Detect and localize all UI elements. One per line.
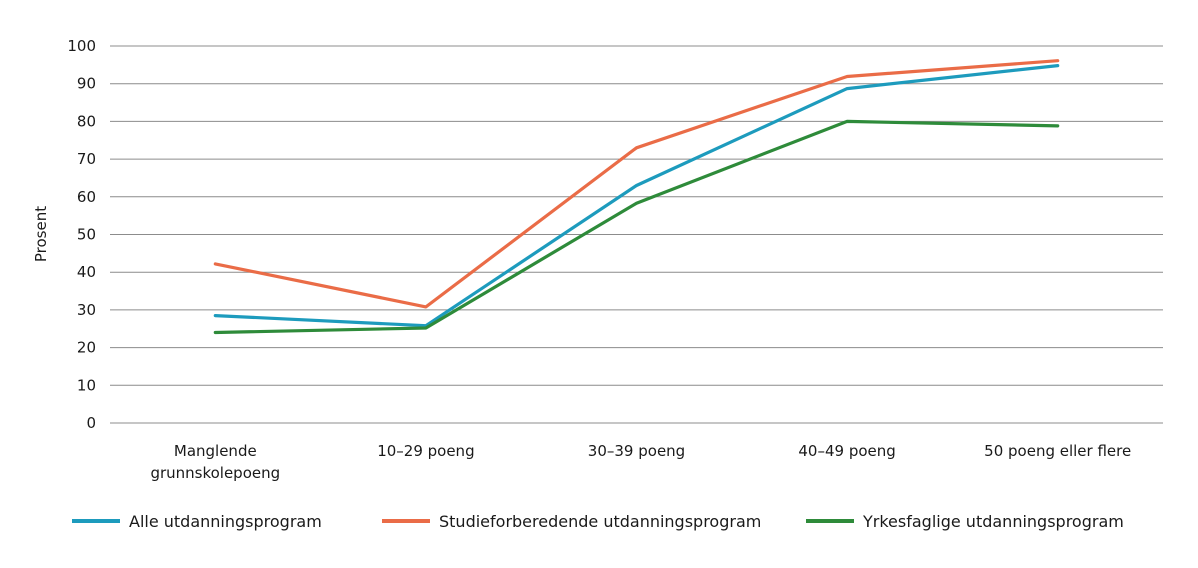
y-tick-label: 50 <box>77 226 96 244</box>
x-axis-ticks: Manglende grunnskolepoeng 10–29 poeng 30–39… <box>150 442 1131 482</box>
series-line-1 <box>213 63 1060 328</box>
x-tick-label: 40–49 poeng <box>798 442 895 460</box>
y-axis-title: Prosent <box>32 206 50 262</box>
x-tick-label: 50 poeng eller flere <box>984 442 1131 460</box>
x-tick-label: 30–39 poeng <box>588 442 685 460</box>
y-tick-label: 0 <box>86 414 96 432</box>
y-tick-label: 90 <box>77 75 96 93</box>
series-lines <box>213 59 1060 335</box>
series-line-3 <box>213 119 1060 335</box>
x-tick-label: Manglende grunnskolepoeng <box>150 442 280 482</box>
y-tick-label: 20 <box>77 339 96 357</box>
y-tick-label: 70 <box>77 150 96 168</box>
y-axis-ticks: 0 10 20 30 40 50 60 70 80 90 100 <box>67 37 96 432</box>
y-tick-label: 100 <box>67 37 96 55</box>
legend-label-3: Yrkesfaglige utdanningsprogram <box>862 512 1124 531</box>
y-tick-label: 10 <box>77 376 96 394</box>
legend: Alle utdanningsprogram Studieforberedende… <box>72 512 1124 531</box>
series-line-2 <box>213 59 1060 309</box>
legend-label-1: Alle utdanningsprogram <box>129 512 322 531</box>
y-tick-label: 80 <box>77 112 96 130</box>
gridlines <box>110 45 1163 424</box>
legend-label-2: Studieforberedende utdanningsprogram <box>439 512 761 531</box>
y-tick-label: 60 <box>77 188 96 206</box>
y-tick-label: 30 <box>77 301 96 319</box>
y-tick-label: 40 <box>77 263 96 281</box>
x-tick-label: 10–29 poeng <box>377 442 474 460</box>
